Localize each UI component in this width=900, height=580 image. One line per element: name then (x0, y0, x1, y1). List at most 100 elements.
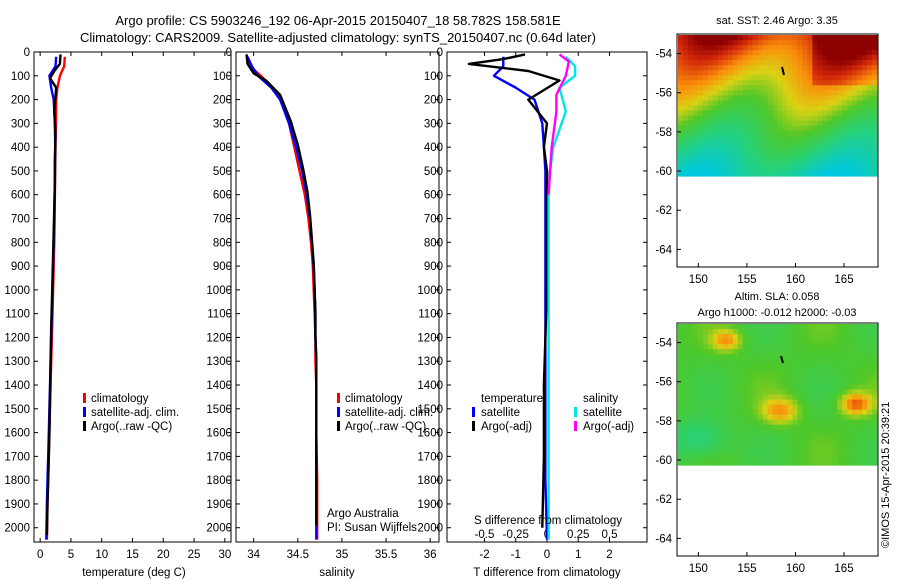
sst-cell (737, 105, 744, 112)
sst-cell (702, 130, 709, 137)
sla-cell (687, 419, 694, 426)
depth-tick-label: 200 (213, 95, 232, 107)
sst-cell (852, 160, 858, 167)
sst-cell (687, 160, 694, 167)
sla-cell (842, 384, 848, 391)
sst-cell (772, 140, 779, 147)
sla-cell (852, 334, 858, 340)
sla-cell (712, 419, 719, 426)
sla-cell (812, 334, 818, 340)
sla-cell (702, 359, 709, 365)
sla-cell (797, 414, 803, 421)
sst-cell (802, 140, 808, 147)
sla-cell (732, 339, 739, 345)
sla-cell (842, 394, 848, 401)
sst-cell (872, 170, 878, 177)
sst-cell (862, 60, 868, 66)
depth-tick-label: 700 (213, 214, 232, 226)
argo-australia-note: Argo Australia (327, 508, 399, 520)
sla-cell (822, 334, 828, 340)
sst-cell (727, 135, 734, 142)
sla-cell (812, 354, 818, 360)
x-tick-label: 15 (126, 549, 139, 561)
sla-cell (787, 409, 794, 416)
sst-cell (797, 45, 803, 51)
sla-cell (862, 324, 868, 330)
sla-cell (817, 429, 823, 436)
sla-cell (682, 429, 689, 436)
sla-cell (757, 349, 764, 355)
sla-cell (682, 354, 689, 360)
sla-cell (852, 384, 858, 391)
sla-cell (712, 389, 719, 396)
sst-cell (792, 135, 798, 142)
sla-cell (707, 369, 714, 375)
sst-cell (687, 85, 694, 91)
sst-cell (827, 65, 833, 71)
sst-cell (812, 165, 818, 172)
sst-cell (752, 70, 759, 76)
sst-cell (817, 150, 823, 157)
sst-cell (742, 170, 749, 177)
sla-cell (697, 334, 704, 340)
sla-cell (802, 379, 808, 386)
sla-cell (727, 344, 734, 350)
sst-cell (787, 45, 794, 51)
depth-tick-label: 1300 (4, 356, 30, 368)
sla-cell (782, 459, 789, 466)
sst-cell (702, 145, 709, 152)
sla-cell (772, 424, 779, 431)
sla-cell (762, 359, 769, 365)
sla-cell (722, 384, 729, 391)
sla-cell (697, 374, 704, 380)
depth-tick-label: 1700 (4, 451, 30, 463)
sla-cell (757, 424, 764, 431)
sla-cell (722, 399, 729, 406)
sst-cell (832, 70, 838, 76)
sla-cell (727, 329, 734, 335)
sla-cell (747, 364, 754, 370)
sst-cell (752, 80, 759, 86)
sst-cell (867, 85, 873, 91)
sst-cell (742, 155, 749, 162)
sst-cell (872, 70, 878, 76)
sst-cell (697, 55, 704, 61)
sla-cell (797, 354, 803, 360)
sla-cell (857, 369, 863, 375)
sst-cell (737, 110, 744, 117)
sst-cell (717, 80, 724, 86)
sst-cell (737, 85, 744, 91)
sst-cell (837, 120, 843, 127)
sla-cell (827, 344, 833, 350)
sst-cell (777, 115, 784, 122)
sla-cell (832, 449, 838, 456)
sla-cell (727, 389, 734, 396)
sst-cell (687, 80, 694, 86)
legend-swatch-satellite (83, 407, 86, 417)
sla-cell (687, 429, 694, 436)
sst-cell (807, 130, 813, 137)
sla-cell (782, 429, 789, 436)
sla-cell (827, 379, 833, 386)
sla-cell (707, 374, 714, 380)
sla-cell (812, 404, 818, 411)
sst-cell (822, 160, 828, 167)
sst-cell (822, 140, 828, 147)
sst-cell (682, 135, 689, 142)
sst-cell (737, 60, 744, 66)
sst-cell (822, 80, 828, 86)
legend-swatch-satellite (337, 407, 340, 417)
sla-cell (787, 364, 794, 370)
sst-cell (842, 110, 848, 117)
legend-label-s-argo: Argo(-adj) (583, 421, 634, 433)
sst-cell (742, 165, 749, 172)
depth-tick-label: 1100 (207, 309, 232, 321)
sla-cell (727, 439, 734, 446)
sla-cell (872, 324, 878, 330)
sla-cell (772, 434, 779, 441)
sst-cell (732, 105, 739, 112)
sla-cell (822, 359, 828, 365)
sst-cell (772, 65, 779, 71)
sst-cell (678, 85, 684, 91)
sst-cell (747, 40, 754, 46)
